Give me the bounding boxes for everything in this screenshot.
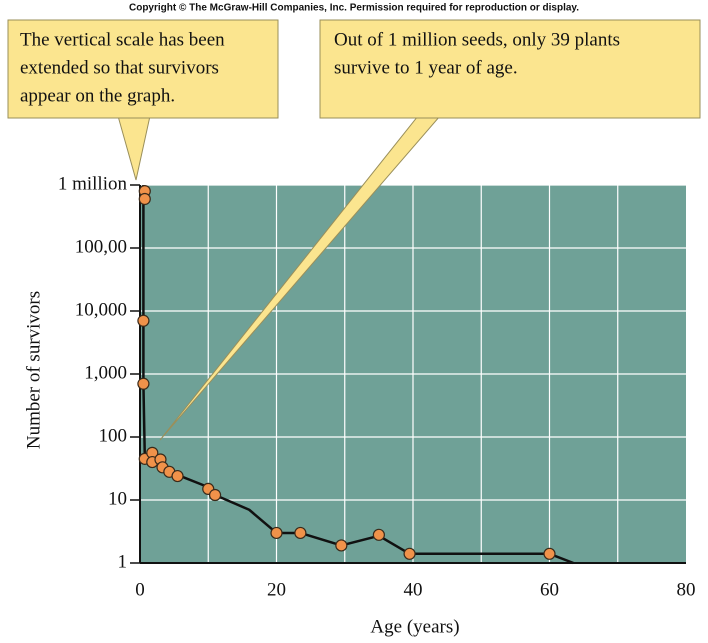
data-point [403, 547, 416, 560]
data-point [171, 469, 184, 483]
data-point [372, 528, 385, 541]
data-point [335, 539, 348, 552]
callout-text: Out of 1 million seeds, only 39 plants [334, 29, 620, 50]
callout-box [319, 19, 701, 119]
data-point [294, 526, 307, 540]
data-point [137, 377, 150, 390]
x-tick-label: 0 [135, 579, 145, 600]
y-axis-title: Number of survivors [23, 291, 44, 449]
callout-text: extended so that survivors [20, 57, 219, 78]
y-tick-label: 100,00 [75, 236, 127, 257]
copyright: Copyright © The McGraw-Hill Companies, I… [129, 3, 579, 14]
data-point [138, 192, 151, 206]
x-axis-title: Age (years) [370, 616, 459, 637]
data-point [270, 526, 283, 540]
data-point [208, 488, 222, 502]
callout-text: The vertical scale has been [20, 29, 225, 50]
callout-text: appear on the graph. [20, 85, 175, 106]
y-tick-label: 100 [99, 425, 128, 446]
y-tick-label: 10,000 [75, 299, 127, 320]
plot: 1 10 100 1,000 10,000 100,00 1 million 0 20 40 60 8… [58, 173, 696, 600]
y-tick-label: 1,000 [84, 362, 127, 383]
x-tick-label: 80 [677, 579, 696, 600]
y-tick-label: 10 [108, 488, 127, 509]
x-tick-label: 60 [540, 579, 559, 600]
x-tick-label: 40 [404, 579, 423, 600]
callout-box [7, 19, 279, 119]
y-tick-label: 1 [118, 551, 128, 572]
x-tick-label: 20 [267, 579, 286, 600]
data-point [137, 314, 150, 327]
callout-pointer [117, 115, 151, 181]
y-tick-label: 1 million [58, 173, 128, 194]
callout-text: survive to 1 year of age. [334, 57, 518, 78]
data-point [543, 547, 556, 560]
